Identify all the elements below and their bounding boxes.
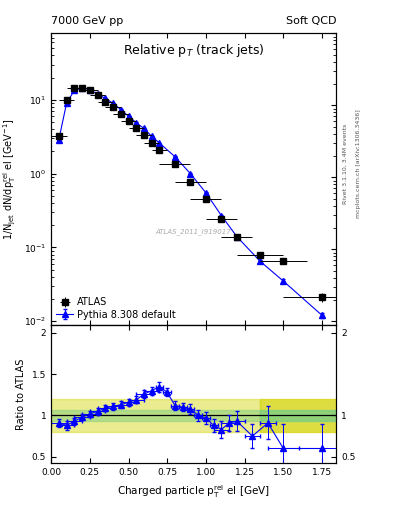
Bar: [260, 410, 361, 421]
Bar: [51, 410, 260, 421]
Bar: [51, 399, 260, 432]
Text: mcplots.cern.ch [arXiv:1306.3436]: mcplots.cern.ch [arXiv:1306.3436]: [356, 110, 362, 218]
Text: ATLAS_2011_I919017: ATLAS_2011_I919017: [156, 228, 231, 235]
X-axis label: Charged particle p$^{\rm rel}_{\rm T}$ el [GeV]: Charged particle p$^{\rm rel}_{\rm T}$ e…: [117, 483, 270, 500]
Y-axis label: Ratio to ATLAS: Ratio to ATLAS: [16, 358, 26, 430]
Text: Relative p$_{T}$ (track jets): Relative p$_{T}$ (track jets): [123, 42, 264, 59]
Text: 7000 GeV pp: 7000 GeV pp: [51, 16, 123, 26]
Text: Rivet 3.1.10, 3.4M events: Rivet 3.1.10, 3.4M events: [343, 124, 348, 204]
Y-axis label: 1/N$_{\rm jet}$ dN/dp$^{\rm rel}_{\rm T}$ el [GeV$^{-1}$]: 1/N$_{\rm jet}$ dN/dp$^{\rm rel}_{\rm T}…: [2, 118, 18, 240]
Text: Soft QCD: Soft QCD: [286, 16, 336, 26]
Legend: ATLAS, Pythia 8.308 default: ATLAS, Pythia 8.308 default: [54, 295, 178, 322]
Bar: [260, 399, 361, 432]
